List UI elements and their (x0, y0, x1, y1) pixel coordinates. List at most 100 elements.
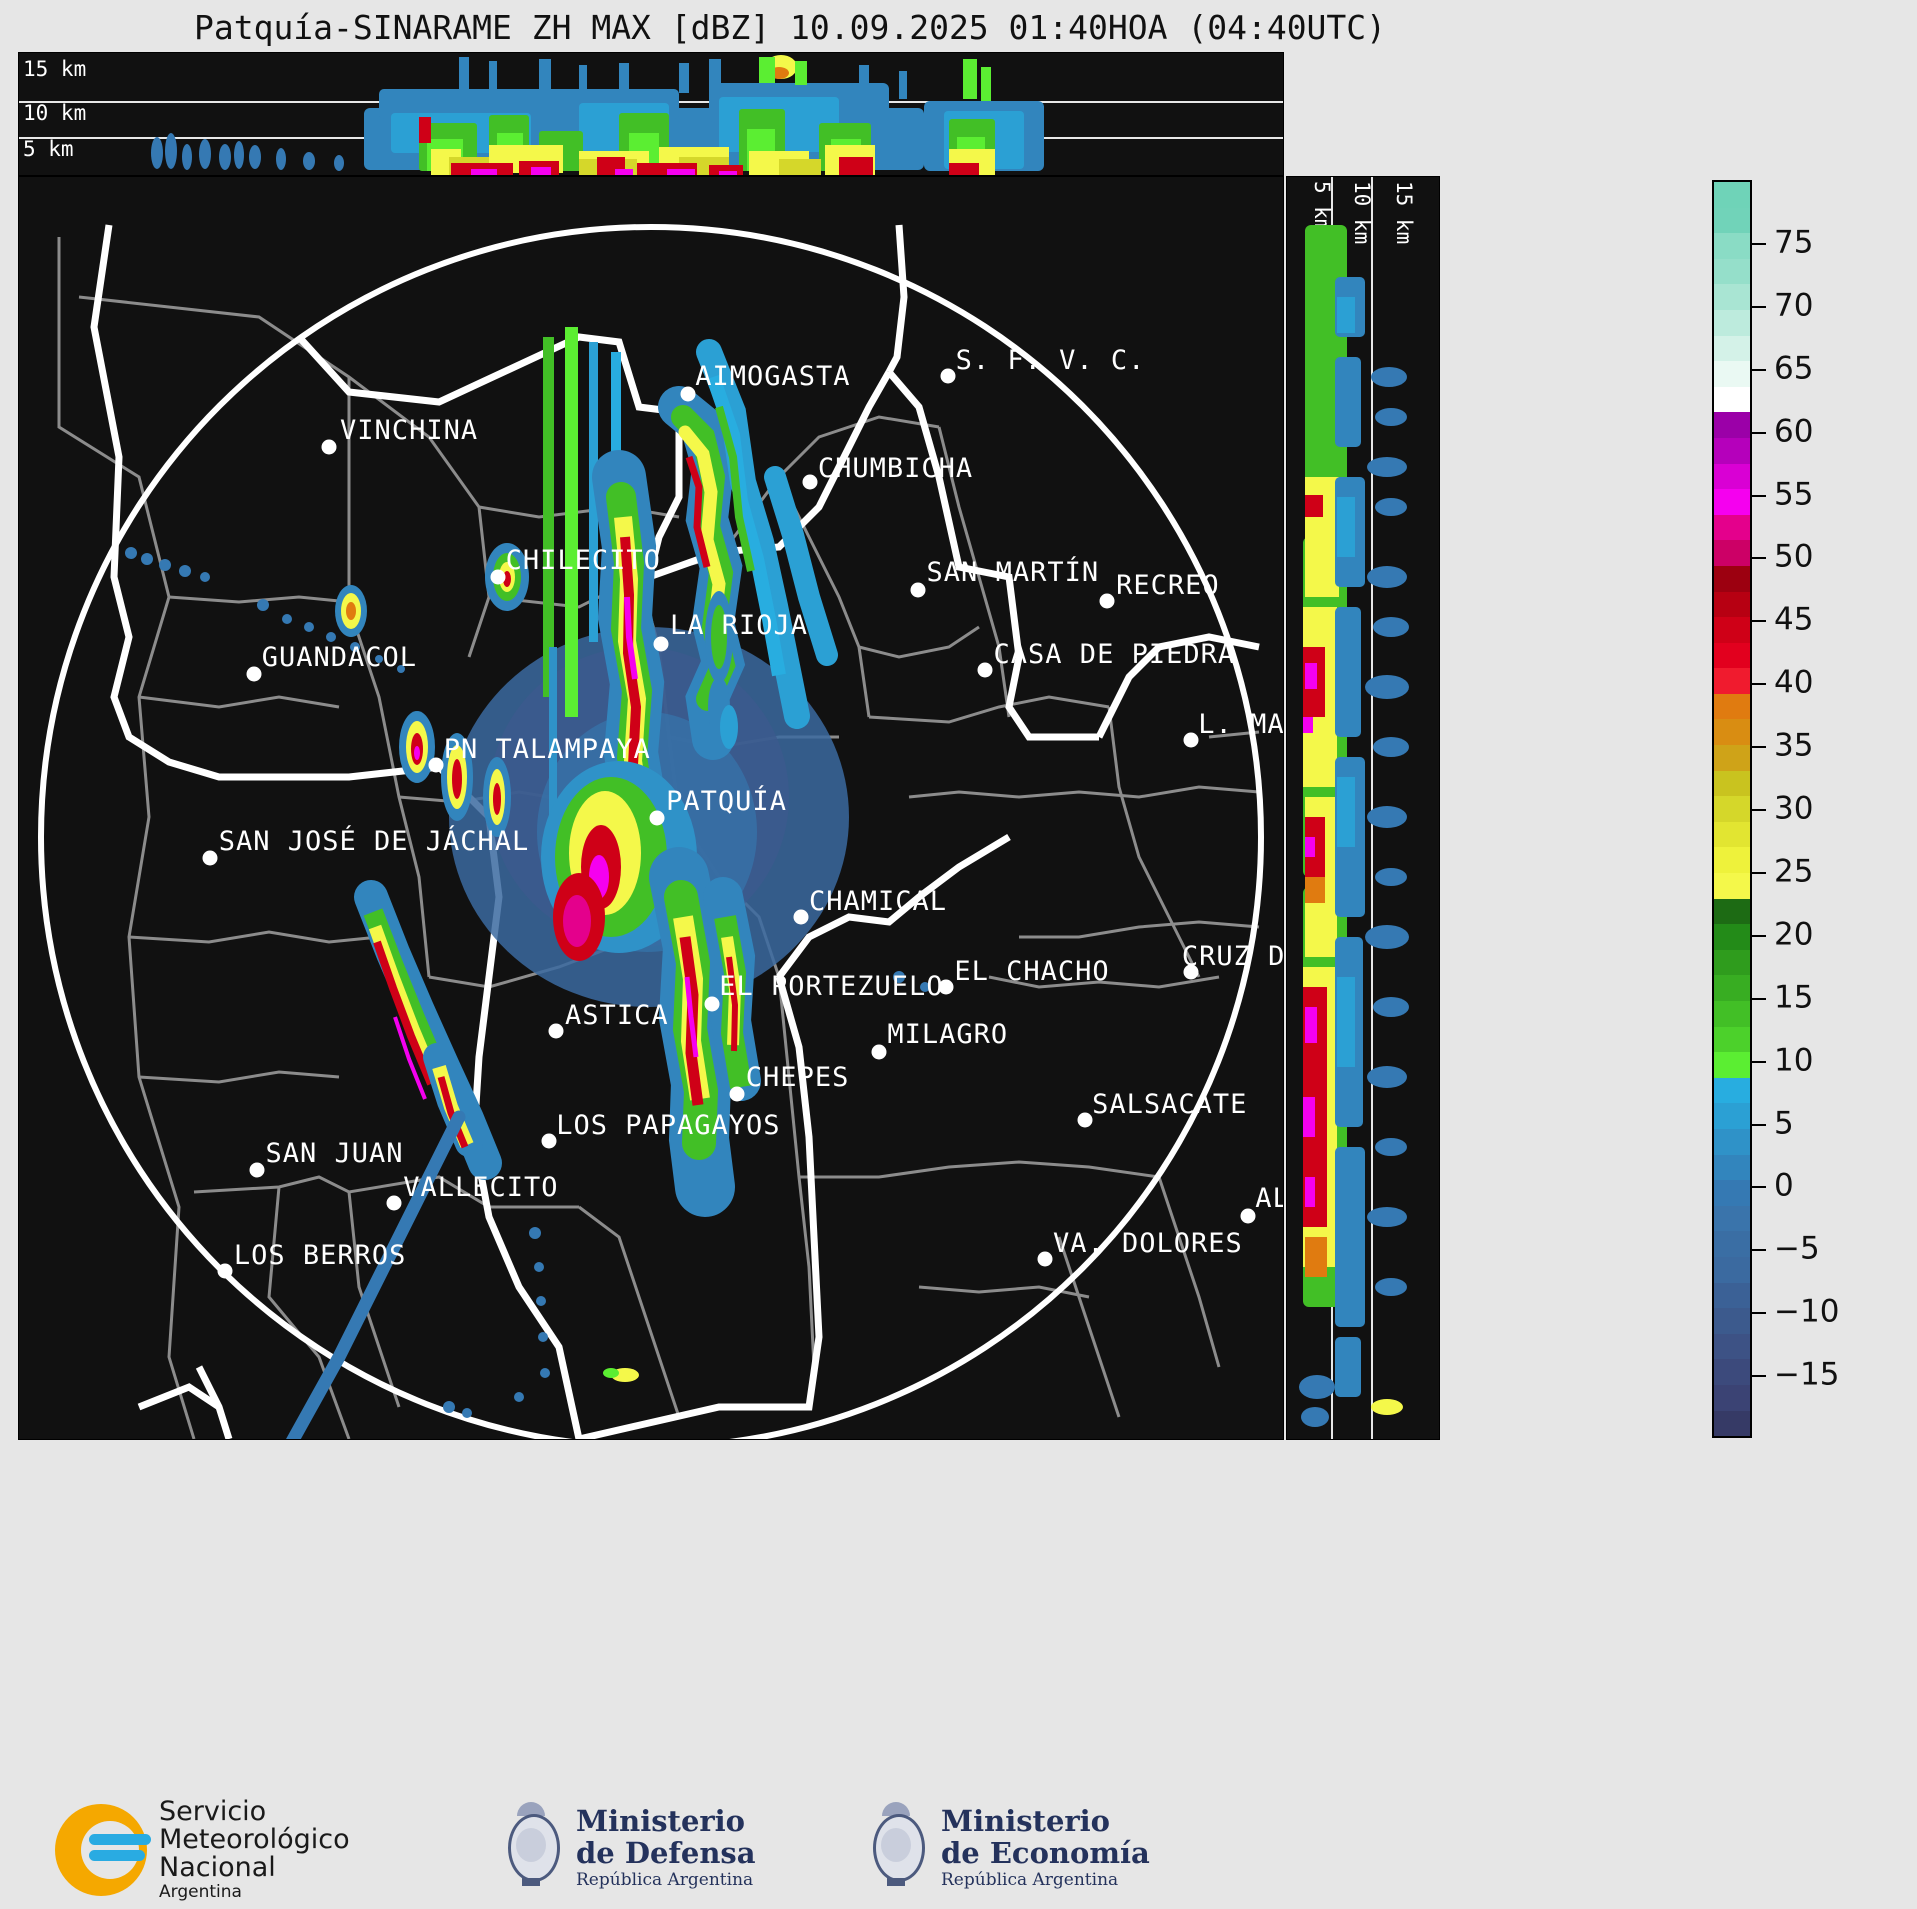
city-label-aimogasta: AIMOGASTA (695, 360, 851, 392)
radar-map-panel[interactable]: AIMOGASTA S. F. V. C. VINCHINA CHUMBICHA CHI… (18, 176, 1284, 1440)
defensa-line-3: República Argentina (576, 1870, 754, 1890)
city-label-el-chacho: EL CHACHO (954, 956, 1110, 988)
city-label-san-juan: SAN JUAN (265, 1137, 404, 1169)
ysec-gridline-10km (1371, 177, 1373, 1439)
logo-servicio-meteorologico-nacional: Servicio Meteorológico Nacional Argentin… (55, 1798, 350, 1902)
city-dot-recreo (1099, 593, 1115, 609)
colorbar-label-30: 30 (1774, 790, 1814, 827)
colorbar-band-33 (1714, 821, 1750, 848)
city-label-pn-talampaya: PN TALAMPAYA (443, 734, 651, 766)
colorbar-band-57 (1714, 412, 1750, 438)
colorbar-tick-30 (1752, 809, 1766, 811)
city-dot-chamical (793, 909, 809, 925)
city-dot-san-jos-de-j-chal (202, 850, 218, 866)
city-label-guandacol: GUANDACOL (261, 641, 417, 673)
city-dot-los-papagayos (541, 1133, 557, 1149)
economia-line-3: República Argentina (941, 1870, 1119, 1890)
city-dot-san-mart-n (910, 582, 926, 598)
colorbar-label--15: −15 (1774, 1356, 1840, 1393)
economia-line-2: de Economía (941, 1836, 1150, 1870)
colorbar-tick-25 (1752, 871, 1766, 874)
xsec-label-15km: 15 km (23, 57, 87, 81)
city-label-chamical: CHAMICAL (809, 885, 948, 917)
city-label-cruz-del: CRUZ DEL (1181, 941, 1284, 973)
city-dot-el-chacho (938, 979, 953, 995)
city-dot-chumbicha (802, 474, 818, 490)
smn-line-4: Argentina (159, 1882, 242, 1902)
city-dot-cruz-del (1183, 964, 1199, 980)
city-dot-pn-talampaya (428, 757, 444, 773)
colorbar-band-31.5 (1714, 847, 1750, 874)
footer-logos: Servicio Meteorológico Nacional Argentin… (0, 1790, 1917, 1909)
city-label-alt: ALT (1255, 1183, 1283, 1215)
city-dot-san-juan (249, 1162, 265, 1178)
colorbar-label-50: 50 (1774, 538, 1814, 575)
colorbar-band-65 (1714, 309, 1750, 336)
colorbar-label-10: 10 (1774, 1042, 1814, 1079)
city-dot-va-dolores (1037, 1251, 1053, 1267)
colorbar-label-20: 20 (1774, 916, 1814, 953)
colorbar-band-23 (1714, 1001, 1750, 1027)
city-label-la-rioja: LA RIOJA (669, 610, 808, 642)
colorbar-band-52.5 (1714, 489, 1750, 515)
colorbar-tick-70 (1752, 305, 1766, 308)
colorbar-tick-60 (1752, 431, 1766, 434)
city-dot-astica (548, 1023, 564, 1039)
colorbar-label--5: −5 (1774, 1230, 1820, 1267)
colorbar-tick-10 (1752, 1060, 1766, 1063)
colorbar-band-3 (1714, 1231, 1750, 1257)
colorbar-band-40.5 (1714, 693, 1750, 720)
colorbar-band-39 (1714, 719, 1750, 746)
colorbar-tick-45 (1752, 620, 1766, 623)
city-label-vallecito: VALLECITO (403, 1171, 559, 1203)
city-label-milagro: MILAGRO (887, 1019, 1009, 1051)
city-label-va-dolores: VA. DOLORES (1052, 1227, 1243, 1259)
colorbar-band-26 (1714, 949, 1750, 976)
xsec-label-10km: 10 km (23, 101, 87, 125)
colorbar-band-36 (1714, 770, 1750, 797)
city-dot-chilecito (490, 569, 506, 585)
colorbar-band-12 (1714, 1154, 1750, 1181)
colorbar-band-75 (1714, 207, 1750, 234)
city-dot-la-rioja (653, 636, 669, 652)
city-dot-alt (1240, 1208, 1256, 1224)
colorbar-label-75: 75 (1774, 224, 1814, 261)
colorbar-band-0 (1714, 1256, 1750, 1283)
colorbar-tick--15 (1752, 1375, 1766, 1378)
colorbar-tick-5 (1752, 1123, 1766, 1126)
colorbar-band-42 (1714, 668, 1750, 694)
smn-line-3: Nacional (159, 1852, 276, 1883)
logo-ministerio-de-defensa: Ministerio de Defensa República Argentin… (500, 1800, 756, 1896)
colorbar-label-45: 45 (1774, 601, 1814, 638)
colorbar-band-24.5 (1714, 975, 1750, 1001)
colorbar-band-19 (1714, 1077, 1750, 1104)
defensa-line-2: de Defensa (576, 1836, 756, 1870)
colorbar-band-21.5 (1714, 1026, 1750, 1053)
map-boundaries-layer (38, 224, 1264, 1439)
city-label-l-mans: L. MANS (1198, 708, 1284, 740)
city-dot-guandacol (246, 666, 262, 682)
colorbar-label-55: 55 (1774, 476, 1814, 512)
ysec-label-5km: 5 km (1310, 181, 1334, 232)
colorbar-label-35: 35 (1774, 727, 1814, 764)
colorbar-band-45 (1714, 617, 1750, 643)
dbz-colorbar-ticks: 75 70 65 60 55 50 45 40 35 30 25 20 15 10 5 0 −5 −10 −15 (1752, 180, 1902, 1438)
city-label-chumbicha: CHUMBICHA (817, 452, 974, 484)
colorbar-band-51 (1714, 514, 1750, 541)
colorbar-band--9 (1714, 1333, 1750, 1360)
city-dot-los-berros (217, 1263, 233, 1279)
colorbar-tick-50 (1752, 557, 1766, 560)
colorbar-band--18 (1714, 1410, 1750, 1437)
city-dot-vallecito (386, 1195, 402, 1211)
colorbar-band--6 (1714, 1308, 1750, 1334)
colorbar-tick-40 (1752, 683, 1766, 686)
colorbar-tick-35 (1752, 746, 1766, 749)
colorbar-label-60: 60 (1774, 413, 1814, 450)
city-label-chepes: CHEPES (745, 1062, 850, 1094)
city-label-chilecito: CHILECITO (505, 544, 661, 576)
right-cross-section-panel: 5 km 10 km 15 km (1286, 176, 1440, 1440)
top-cross-section-echoes (151, 55, 1044, 175)
argentina-coat-of-arms-icon (500, 1800, 562, 1896)
colorbar-label--10: −10 (1774, 1293, 1840, 1330)
colorbar-band-67.5 (1714, 284, 1750, 310)
